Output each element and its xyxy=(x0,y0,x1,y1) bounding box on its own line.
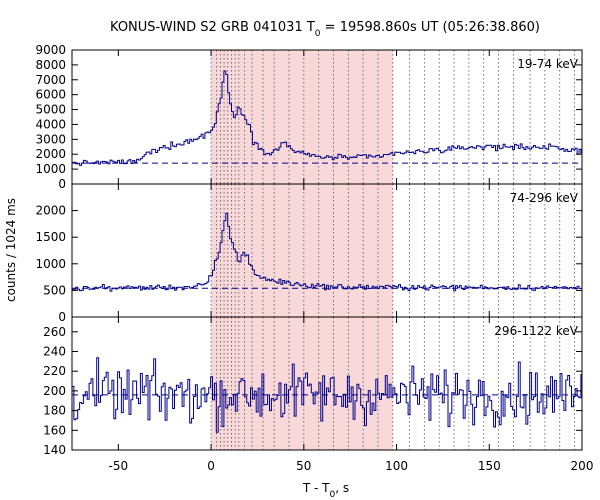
y-tick-label-panel-3-2: 160 xyxy=(43,423,66,437)
y-tick-label-panel-1-4: 3000 xyxy=(35,132,66,146)
y-tick-label-panel-3-3: 180 xyxy=(43,404,66,418)
light-curves-layer xyxy=(72,70,582,433)
band-label-panel-1: 19-74 keV xyxy=(517,57,579,71)
y-tick-label-panel-2-3: 1000 xyxy=(35,257,66,271)
x-tick-label-5: 150 xyxy=(478,459,501,473)
x-tick-label-2: 0 xyxy=(207,459,215,473)
y-tick-label-panel-1-10: 9000 xyxy=(35,43,66,57)
band-label-panel-2: 74-296 keV xyxy=(510,191,579,205)
y-tick-label-panel-3-1: 140 xyxy=(43,443,66,457)
y-tick-label-panel-1-5: 4000 xyxy=(35,117,66,131)
x-axis-label-rest: , s xyxy=(335,481,349,495)
x-tick-label-6: 200 xyxy=(571,459,594,473)
y-tick-label-panel-2-4: 1500 xyxy=(35,230,66,244)
highlight-region-panel-2 xyxy=(211,184,393,317)
y-axis-label: counts / 1024 ms xyxy=(4,198,18,302)
y-tick-label-panel-1-7: 6000 xyxy=(35,88,66,102)
light-curve-panel-1 xyxy=(72,70,582,166)
y-tick-label-panel-1-3: 2000 xyxy=(35,147,66,161)
y-tick-label-panel-1-6: 5000 xyxy=(35,103,66,117)
x-axis-label-subscript: 0 xyxy=(330,490,336,500)
y-tick-label-panel-2-2: 500 xyxy=(43,283,66,297)
chart-title: KONUS-WIND S2 GRB 041031 T0 = 19598.860s… xyxy=(110,20,540,39)
y-tick-label-panel-3-5: 220 xyxy=(43,364,66,378)
y-tick-label-panel-1-8: 7000 xyxy=(35,73,66,87)
light-curve-panel-3 xyxy=(72,357,582,433)
chart-title-subscript: 0 xyxy=(315,29,321,39)
y-tick-label-panel-1-1: 0 xyxy=(58,177,66,191)
panel-frames-layer xyxy=(71,49,583,451)
band-label-panel-3: 296-1122 keV xyxy=(494,324,578,338)
x-axis-label-main: T - T xyxy=(302,481,330,495)
x-axis-label: T - T0, s xyxy=(302,481,349,500)
ticks-layer: 010002000300040005000600070008000900019-… xyxy=(35,43,593,473)
y-tick-label-panel-3-6: 240 xyxy=(43,344,66,358)
highlight-region-panel-1 xyxy=(211,50,393,184)
y-tick-label-panel-2-1: 0 xyxy=(58,310,66,324)
chart-title-main: KONUS-WIND S2 GRB 041031 T xyxy=(110,20,315,35)
x-tick-label-3: 50 xyxy=(296,459,311,473)
chart-title-rest: = 19598.860s UT (05:26:38.860) xyxy=(321,20,540,35)
y-tick-label-panel-3-7: 260 xyxy=(43,325,66,339)
y-tick-label-panel-1-9: 8000 xyxy=(35,58,66,72)
light-curve-panel-2 xyxy=(72,212,582,292)
y-tick-label-panel-3-4: 200 xyxy=(43,384,66,398)
highlight-layer xyxy=(211,50,393,450)
y-tick-label-panel-2-5: 2000 xyxy=(35,204,66,218)
x-tick-label-4: 100 xyxy=(385,459,408,473)
y-tick-label-panel-1-2: 1000 xyxy=(35,162,66,176)
panel-frame-3 xyxy=(71,316,583,451)
x-tick-label-1: -50 xyxy=(109,459,129,473)
